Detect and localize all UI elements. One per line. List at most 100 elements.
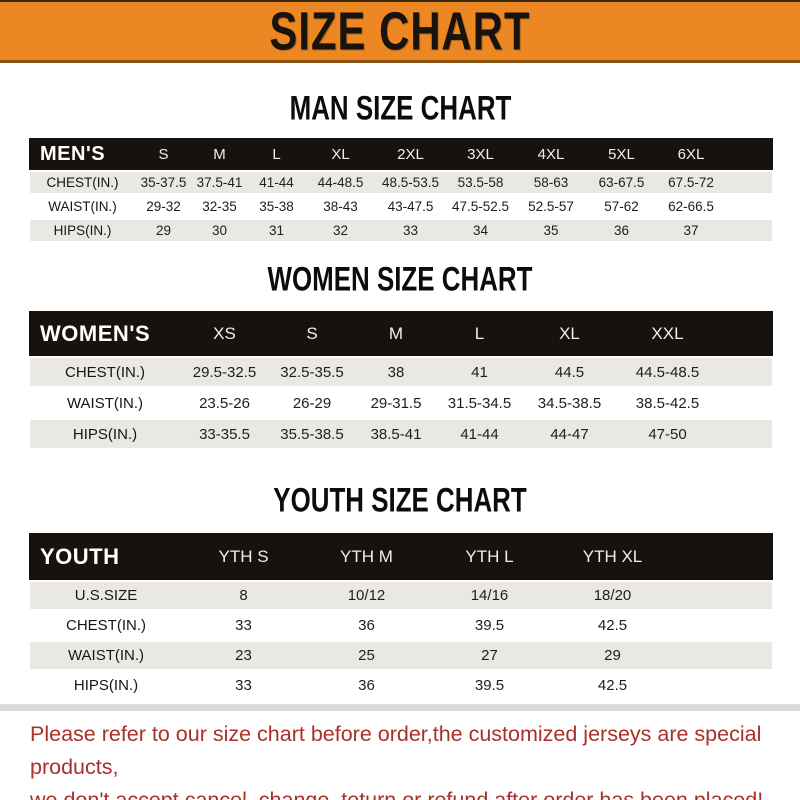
order-policy-note: Please refer to our size chart before or… [0, 718, 800, 800]
size-cell: 33 [182, 672, 305, 699]
row-spacer [726, 172, 772, 193]
size-cell: 38.5-41 [355, 420, 437, 448]
header-spacer [674, 534, 772, 579]
size-cell: 57-62 [587, 196, 656, 217]
size-cell: 44.5-48.5 [617, 358, 718, 386]
size-cell: 34 [446, 220, 515, 241]
size-cell: 32 [306, 220, 375, 241]
size-col-header: YTH M [305, 534, 428, 579]
men-header-row: MEN'S S M L XL 2XL 3XL 4XL 5XL 6XL [30, 139, 772, 169]
size-cell: 23.5-26 [180, 389, 269, 417]
youth-header-row: YOUTH YTH S YTH M YTH L YTH XL [30, 534, 772, 579]
size-col-header: XXL [617, 312, 718, 355]
row-label: CHEST(IN.) [30, 172, 135, 193]
table-row: HIPS(IN.) 33 36 39.5 42.5 [30, 672, 772, 699]
table-row: WAIST(IN.) 23.5-26 26-29 29-31.5 31.5-34… [30, 389, 772, 417]
size-cell: 38-43 [306, 196, 375, 217]
size-cell: 38 [355, 358, 437, 386]
row-spacer [674, 642, 772, 669]
row-label: HIPS(IN.) [30, 672, 182, 699]
size-cell: 29 [551, 642, 674, 669]
size-cell: 63-67.5 [587, 172, 656, 193]
women-heading-text: WOMEN SIZE CHART [267, 259, 533, 299]
row-spacer [674, 582, 772, 609]
size-cell: 31 [247, 220, 306, 241]
size-cell: 41-44 [437, 420, 522, 448]
size-cell: 44.5 [522, 358, 617, 386]
table-row: CHEST(IN.) 33 36 39.5 42.5 [30, 612, 772, 639]
size-cell: 44-47 [522, 420, 617, 448]
size-col-header: 3XL [446, 139, 515, 169]
size-cell: 62-66.5 [656, 196, 726, 217]
size-cell: 37 [656, 220, 726, 241]
size-cell: 38.5-42.5 [617, 389, 718, 417]
size-col-header: 5XL [587, 139, 656, 169]
row-label: CHEST(IN.) [30, 358, 180, 386]
size-cell: 25 [305, 642, 428, 669]
size-cell: 31.5-34.5 [437, 389, 522, 417]
size-cell: 35.5-38.5 [269, 420, 355, 448]
size-cell: 52.5-57 [515, 196, 587, 217]
size-cell: 35-38 [247, 196, 306, 217]
size-cell: 26-29 [269, 389, 355, 417]
size-cell: 44-48.5 [306, 172, 375, 193]
order-policy-line2: we don't accept cancel, change, teturn o… [30, 788, 764, 800]
table-row: CHEST(IN.) 35-37.5 37.5-41 41-44 44-48.5… [30, 172, 772, 193]
men-heading-text: MAN SIZE CHART [289, 88, 511, 128]
size-cell: 41-44 [247, 172, 306, 193]
size-cell: 35 [515, 220, 587, 241]
row-spacer [718, 389, 772, 417]
size-cell: 33 [375, 220, 446, 241]
size-cell: 27 [428, 642, 551, 669]
size-cell: 18/20 [551, 582, 674, 609]
table-row: WAIST(IN.) 23 25 27 29 [30, 642, 772, 669]
banner: SIZE CHART [0, 0, 800, 63]
row-spacer [726, 196, 772, 217]
men-size-table: MEN'S S M L XL 2XL 3XL 4XL 5XL 6XL CHEST… [30, 136, 772, 244]
size-cell: 37.5-41 [192, 172, 247, 193]
row-spacer [674, 612, 772, 639]
size-cell: 41 [437, 358, 522, 386]
size-col-header: L [247, 139, 306, 169]
size-col-header: XS [180, 312, 269, 355]
size-col-header: YTH S [182, 534, 305, 579]
size-cell: 29-32 [135, 196, 192, 217]
table-row: WAIST(IN.) 29-32 32-35 35-38 38-43 43-47… [30, 196, 772, 217]
row-label: WAIST(IN.) [30, 196, 135, 217]
size-cell: 34.5-38.5 [522, 389, 617, 417]
women-header-row: WOMEN'S XS S M L XL XXL [30, 312, 772, 355]
row-label: WAIST(IN.) [30, 389, 180, 417]
women-corner-label: WOMEN'S [30, 312, 180, 355]
divider [0, 704, 800, 711]
size-cell: 47.5-52.5 [446, 196, 515, 217]
table-row: HIPS(IN.) 33-35.5 35.5-38.5 38.5-41 41-4… [30, 420, 772, 448]
size-cell: 36 [305, 672, 428, 699]
size-cell: 42.5 [551, 612, 674, 639]
size-col-header: XL [306, 139, 375, 169]
table-row: U.S.SIZE 8 10/12 14/16 18/20 [30, 582, 772, 609]
women-size-table: WOMEN'S XS S M L XL XXL CHEST(IN.) 29.5-… [30, 309, 772, 451]
size-cell: 29 [135, 220, 192, 241]
men-corner-label: MEN'S [30, 139, 135, 169]
size-cell: 8 [182, 582, 305, 609]
size-col-header: M [192, 139, 247, 169]
size-cell: 47-50 [617, 420, 718, 448]
size-cell: 35-37.5 [135, 172, 192, 193]
order-policy-line1: Please refer to our size chart before or… [30, 722, 762, 779]
size-cell: 42.5 [551, 672, 674, 699]
size-col-header: L [437, 312, 522, 355]
row-label: U.S.SIZE [30, 582, 182, 609]
row-spacer [718, 420, 772, 448]
row-spacer [718, 358, 772, 386]
header-spacer [726, 139, 772, 169]
size-cell: 29.5-32.5 [180, 358, 269, 386]
header-spacer [718, 312, 772, 355]
size-cell: 48.5-53.5 [375, 172, 446, 193]
youth-corner-label: YOUTH [30, 534, 182, 579]
table-row: HIPS(IN.) 29 30 31 32 33 34 35 36 37 [30, 220, 772, 241]
size-cell: 23 [182, 642, 305, 669]
size-cell: 58-63 [515, 172, 587, 193]
youth-size-table: YOUTH YTH S YTH M YTH L YTH XL U.S.SIZE … [30, 531, 772, 702]
size-cell: 39.5 [428, 612, 551, 639]
